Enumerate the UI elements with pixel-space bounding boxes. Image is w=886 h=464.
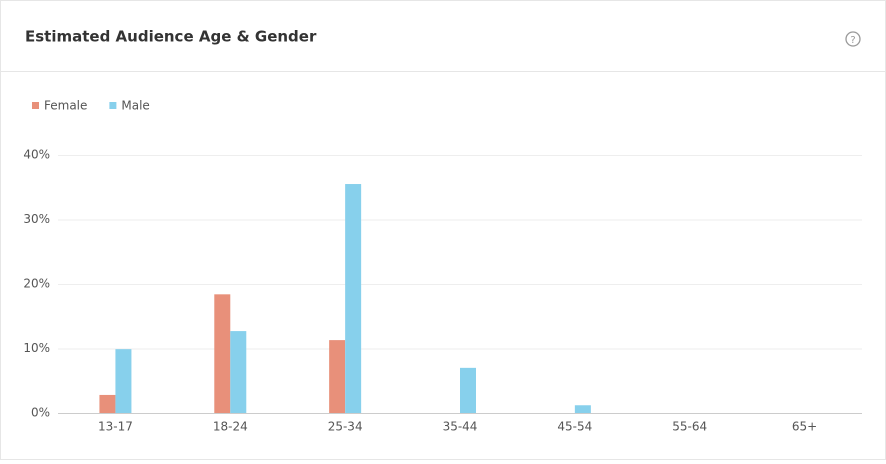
x-tick-label: 25-34 [328, 420, 363, 434]
y-tick-label: 40% [23, 148, 50, 162]
y-tick-label: 30% [23, 212, 50, 226]
x-tick-label: 45-54 [557, 420, 592, 434]
bar [115, 349, 132, 413]
x-tick-label: 13-17 [98, 420, 133, 434]
x-tick-label: 35-44 [443, 420, 478, 434]
legend-label: Male [121, 99, 149, 113]
y-tick-label: 10% [23, 341, 50, 355]
legend-label: Female [44, 99, 87, 113]
x-tick-label: 55-64 [672, 420, 707, 434]
bar [214, 294, 231, 413]
bar [345, 184, 362, 413]
y-tick-label: 20% [23, 277, 50, 291]
x-tick-label: 65+ [792, 420, 817, 434]
help-icon[interactable]: ? [845, 31, 861, 47]
svg-text:?: ? [850, 35, 855, 46]
chart-title: Estimated Audience Age & Gender [25, 28, 317, 46]
bar [230, 331, 247, 413]
legend-swatch [32, 102, 39, 109]
legend-swatch [109, 102, 117, 109]
bar [329, 340, 346, 413]
legend: Female Male [32, 99, 150, 113]
bar [460, 367, 476, 413]
bar [574, 405, 591, 413]
x-tick-label: 18-24 [213, 420, 248, 434]
y-tick-label: 0% [31, 406, 50, 420]
bar [99, 394, 116, 413]
